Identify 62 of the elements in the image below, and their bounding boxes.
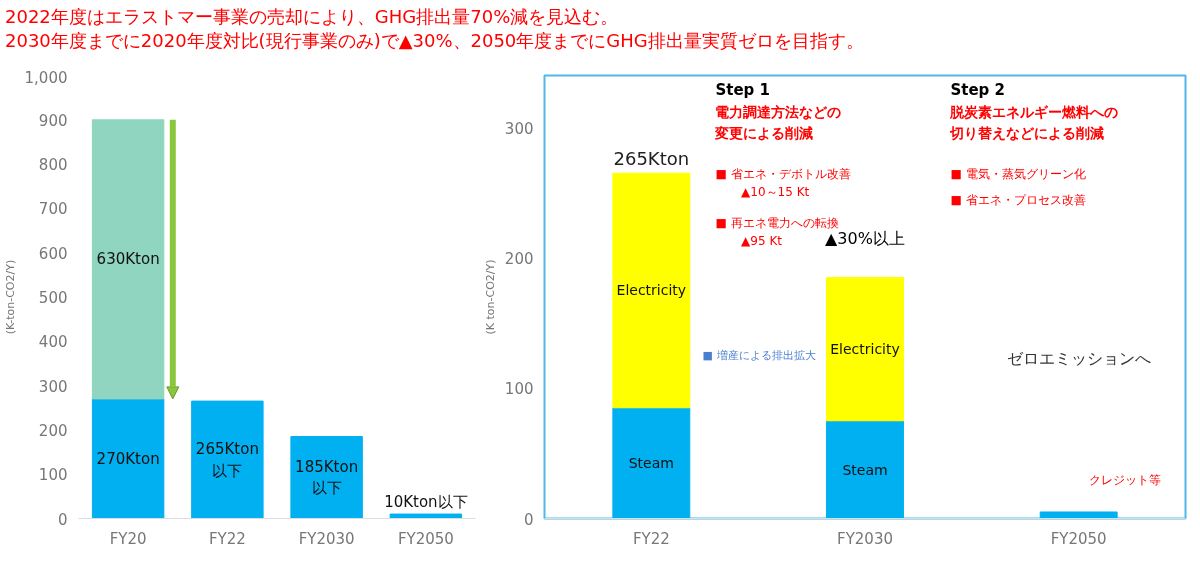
y-tick-label: 300 — [38, 377, 68, 396]
annotation: ゼロエミッションへ — [1006, 349, 1151, 369]
annotation: 切り替えなどによる削減 — [949, 125, 1105, 142]
data-label: Electricity — [616, 282, 687, 299]
y-tick-label: 200 — [504, 249, 534, 268]
bar — [191, 400, 264, 519]
x-tick-label: FY20 — [109, 529, 147, 548]
y-tick-label: 700 — [38, 200, 68, 219]
y-tick-label: 200 — [38, 421, 68, 440]
bar — [612, 172, 691, 409]
annotation: 電力調達方法などの — [715, 104, 842, 121]
annotation: 脱炭素エネルギー燃料への — [949, 104, 1119, 121]
y-tick-label: 100 — [504, 380, 534, 399]
bar — [389, 513, 463, 519]
y-axis-title: (K ton-CO2/Y) — [483, 259, 497, 335]
annotation: 変更による削減 — [714, 125, 814, 142]
bar — [1039, 511, 1118, 519]
annotation: ▲30%以上 — [825, 229, 905, 249]
bar — [612, 407, 691, 519]
y-tick-label: 600 — [38, 244, 68, 263]
total-label: 265Kton — [613, 148, 690, 170]
x-tick-label: FY2030 — [298, 529, 355, 548]
annotation: Step 1 — [715, 80, 770, 99]
bar — [826, 276, 904, 422]
x-tick-label: FY22 — [632, 529, 670, 548]
annotation: ■ 省エネ・プロセス改善 — [950, 192, 1086, 207]
y-tick-label: 500 — [38, 289, 68, 307]
y-tick-label: 1,000 — [24, 68, 68, 87]
y-tick-label: 0 — [57, 510, 68, 529]
annotation: ■ 再エネ電力への転換 — [715, 216, 839, 231]
data-label: 265Kton 以下 — [195, 440, 259, 480]
annotation: ▲95 Kt — [741, 234, 783, 249]
y-tick-label: 300 — [504, 119, 534, 138]
bar — [91, 398, 165, 519]
y-tick-label: 900 — [38, 111, 68, 130]
y-tick-label: 800 — [38, 156, 68, 175]
data-label: 630Kton — [96, 250, 160, 269]
y-tick-label: 100 — [38, 466, 68, 485]
annotation: Step 2 — [950, 80, 1006, 99]
y-tick-label: 0 — [523, 510, 534, 529]
annotation: ■ 電気・蒸気グリーン化 — [950, 166, 1086, 181]
data-label: 270Kton — [96, 449, 160, 468]
x-tick-label: FY2050 — [1050, 529, 1107, 548]
bar — [290, 436, 363, 519]
bar — [91, 119, 165, 400]
x-tick-label: FY2030 — [837, 529, 893, 548]
annotation: ■ 省エネ・デボトル改善 — [715, 166, 851, 181]
data-label: 10Kton以下 — [384, 493, 468, 512]
data-label: Steam — [842, 461, 888, 478]
data-label: Electricity — [830, 341, 900, 358]
x-tick-label: FY22 — [208, 529, 246, 548]
y-axis-title: (K-ton-CO2/Y) — [3, 259, 17, 335]
y-tick-label: 400 — [38, 333, 68, 352]
bar — [826, 420, 904, 519]
annotation: ▲10～15 Kt — [741, 184, 810, 199]
chart-subtitle: 2030年度までに2020年度対比(現行事業のみ)で▲30%、2050年度までにGHG排出量実質ゼロを目指す。 — [5, 30, 864, 52]
annotation: ■ 増産による排出拡大 — [702, 349, 816, 363]
chart-title: 2022年度はエラストマー事業の売却により、GHG排出量70%減を見込む。 — [5, 6, 619, 27]
data-label: 185Kton 以下 — [295, 457, 359, 498]
data-label: Steam — [628, 455, 674, 472]
x-tick-label: FY2050 — [397, 529, 454, 548]
annotation: クレジット等 — [1089, 472, 1162, 487]
